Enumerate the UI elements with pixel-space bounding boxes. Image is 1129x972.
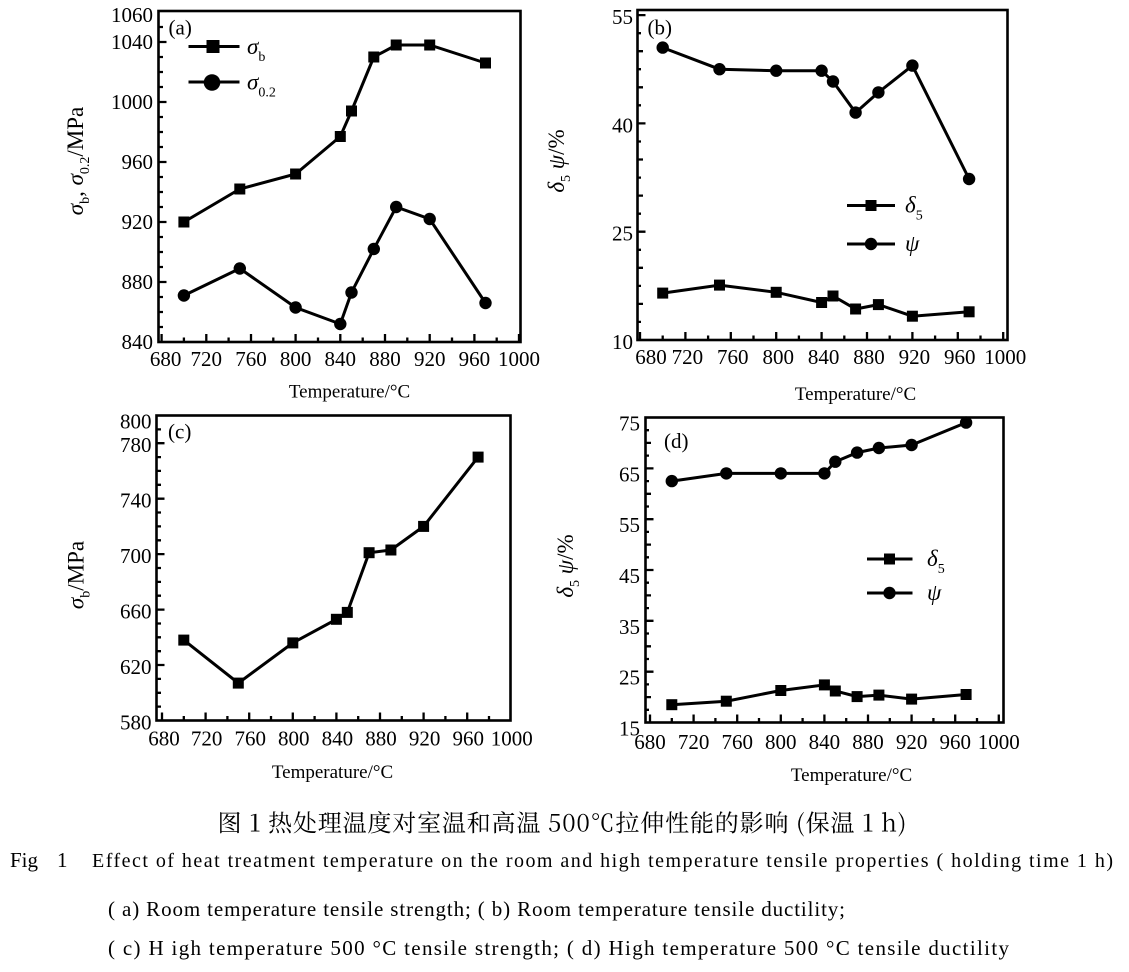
svg-text:1000: 1000	[498, 347, 540, 371]
svg-text:840: 840	[322, 727, 354, 751]
svg-text:840: 840	[809, 730, 841, 754]
svg-text:ψ: ψ	[927, 580, 942, 605]
svg-text:Effect of heat treatment tempe: Effect of heat treatment temperature on …	[92, 850, 1113, 872]
svg-text:Temperature/°C: Temperature/°C	[272, 762, 393, 783]
svg-text:Temperature/°C: Temperature/°C	[289, 382, 410, 403]
svg-text:75: 75	[619, 412, 640, 436]
svg-text:740: 740	[120, 489, 152, 513]
svg-text:( c) H igh temperature 500 °C: ( c) H igh temperature 500 °C tensile st…	[108, 936, 1010, 960]
svg-text:680: 680	[634, 730, 666, 754]
svg-text:840: 840	[808, 345, 840, 369]
svg-text:720: 720	[191, 727, 223, 751]
svg-text:1060: 1060	[111, 3, 153, 27]
svg-text:(d): (d)	[664, 429, 689, 453]
svg-text:1000: 1000	[978, 730, 1020, 754]
svg-text:δ5 ψ/%: δ5 ψ/%	[544, 129, 574, 192]
svg-text:920: 920	[896, 730, 928, 754]
svg-text:760: 760	[721, 730, 753, 754]
svg-text:960: 960	[452, 727, 484, 751]
svg-text:760: 760	[234, 727, 266, 751]
svg-text:1000: 1000	[491, 727, 533, 751]
svg-text:700: 700	[120, 544, 152, 568]
svg-text:40: 40	[612, 113, 633, 137]
svg-text:880: 880	[122, 270, 154, 294]
svg-text:720: 720	[672, 345, 704, 369]
svg-text:(c): (c)	[168, 420, 191, 444]
svg-text:800: 800	[762, 345, 794, 369]
svg-text:10: 10	[612, 330, 633, 354]
svg-text:800: 800	[280, 347, 312, 371]
svg-text:800: 800	[278, 727, 310, 751]
svg-text:45: 45	[619, 564, 640, 588]
svg-text:δ5 ψ/%: δ5 ψ/%	[553, 534, 583, 597]
svg-text:(b): (b)	[648, 16, 673, 40]
svg-text:920: 920	[122, 210, 154, 234]
svg-text:800: 800	[120, 410, 152, 434]
svg-text:880: 880	[852, 730, 884, 754]
svg-text:780: 780	[120, 433, 152, 457]
svg-text:840: 840	[122, 330, 154, 354]
svg-text:55: 55	[612, 5, 633, 29]
svg-text:880: 880	[365, 727, 397, 751]
svg-text:580: 580	[120, 711, 152, 735]
svg-text:760: 760	[717, 345, 749, 369]
svg-text:65: 65	[619, 462, 640, 486]
svg-text:960: 960	[459, 347, 491, 371]
svg-text:920: 920	[414, 347, 446, 371]
svg-text:960: 960	[122, 150, 154, 174]
svg-text:( a) Room temperature tensile: ( a) Room temperature tensile strength; …	[108, 897, 845, 921]
svg-text:800: 800	[765, 730, 797, 754]
svg-text:1040: 1040	[111, 30, 153, 54]
svg-text:880: 880	[369, 347, 401, 371]
svg-text:σb/MPa: σb/MPa	[64, 541, 94, 609]
svg-text:1000: 1000	[984, 345, 1026, 369]
svg-text:960: 960	[944, 345, 976, 369]
svg-text:1000: 1000	[111, 90, 153, 114]
svg-text:760: 760	[235, 347, 267, 371]
svg-text:55: 55	[619, 513, 640, 537]
svg-text:25: 25	[619, 666, 640, 690]
svg-text:920: 920	[899, 345, 931, 369]
svg-text:1: 1	[57, 848, 68, 872]
svg-text:σb, σ0.2/MPa: σb, σ0.2/MPa	[63, 107, 93, 216]
svg-text:660: 660	[120, 600, 152, 624]
svg-text:920: 920	[409, 727, 441, 751]
svg-text:680: 680	[148, 727, 180, 751]
svg-text:Fig: Fig	[10, 848, 39, 872]
svg-text:840: 840	[325, 347, 357, 371]
svg-text:25: 25	[612, 222, 633, 246]
svg-text:Temperature/°C: Temperature/°C	[791, 765, 912, 786]
svg-text:720: 720	[191, 347, 223, 371]
svg-text:680: 680	[635, 345, 667, 369]
svg-text:880: 880	[853, 345, 885, 369]
svg-text:Temperature/°C: Temperature/°C	[795, 384, 916, 405]
svg-text:680: 680	[150, 347, 182, 371]
svg-text:35: 35	[619, 615, 640, 639]
svg-text:ψ: ψ	[905, 231, 920, 256]
svg-text:960: 960	[939, 730, 971, 754]
svg-text:720: 720	[678, 730, 710, 754]
svg-text:(a): (a)	[169, 16, 192, 40]
svg-text:15: 15	[619, 717, 640, 741]
svg-text:620: 620	[120, 655, 152, 679]
